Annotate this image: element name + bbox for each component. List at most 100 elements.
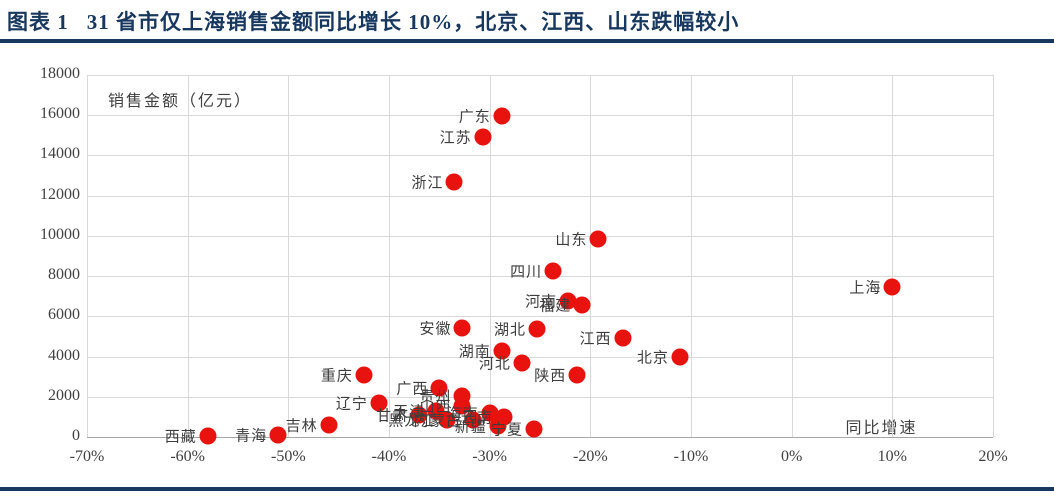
h-gridline [87,356,993,358]
header-divider [0,39,1054,43]
data-point-label: 湖南 [458,344,491,361]
x-axis-tick-label: -10% [673,448,709,465]
data-point [464,411,482,429]
v-gridline [288,75,290,437]
data-point [438,411,456,429]
v-gridline [389,75,390,437]
h-gridline [87,115,993,117]
x-axis-tick-label: -60% [170,448,205,465]
data-point-label: 四川 [510,264,543,281]
data-point [410,406,428,424]
v-gridline [892,75,894,437]
x-axis-tick-label: -40% [371,448,407,465]
x-axis-tick-label: -50% [271,448,306,465]
data-point [320,416,338,434]
data-point [453,319,471,337]
data-point [573,296,591,314]
v-gridline [590,75,592,437]
data-point [883,278,901,296]
data-point-label: 吉林 [285,418,318,435]
data-point-label: 上海 [849,280,882,297]
data-point-label: 重庆 [320,368,353,385]
x-axis-tick-label: -20% [573,448,608,465]
data-point-label: 新疆 [454,419,487,436]
data-point-label: 山西 [419,399,452,416]
y-axis-title: 销售金额（亿元） [108,93,253,110]
v-gridline [87,75,88,437]
h-gridline [87,75,993,76]
y-axis-tick-label: 18000 [40,65,80,83]
data-point [493,342,511,360]
data-point-label: 山东 [555,232,588,249]
data-point-label: 黑龙江 [388,413,437,430]
data-point [493,107,511,125]
data-point-label: 河南 [525,294,558,311]
data-point-label: 江苏 [439,130,472,147]
data-point-label: 甘肃 [376,408,409,425]
data-point-label: 湖北 [493,322,526,339]
x-axis-tick-label: 20% [978,448,1008,465]
x-axis-tick-label: 0% [780,448,803,465]
data-point-label: 广东 [458,109,491,126]
data-point-label: 辽宁 [335,396,368,413]
data-point [544,262,562,280]
y-axis-tick-label: 8000 [48,266,80,284]
y-axis-tick-label: 0 [72,427,80,445]
y-axis-tick-label: 2000 [48,386,80,404]
v-gridline [691,75,692,437]
data-point [568,366,586,384]
data-point [525,420,543,438]
data-point-label: 河北 [478,356,511,373]
data-point [589,230,607,248]
y-axis-tick-label: 14000 [40,145,80,163]
data-point-label: 陕西 [534,368,567,385]
data-point [370,394,388,412]
h-gridline [87,195,993,197]
data-point-label: 贵州 [419,389,452,406]
data-point [481,404,499,422]
data-point [269,426,287,444]
data-point [474,128,492,146]
data-point [199,427,217,445]
data-point-label: 内蒙古 [413,413,462,430]
data-point-label: 浙江 [411,175,444,192]
data-point [559,292,577,310]
footer-divider [0,487,1054,491]
y-axis-tick-label: 4000 [48,346,80,364]
data-point [528,320,546,338]
h-gridline [87,396,993,398]
figure-number: 图表 1 [7,10,69,34]
y-axis-tick-label: 16000 [40,105,80,123]
data-point [445,173,463,191]
x-axis-tick-label: -30% [472,448,507,465]
h-gridline [87,276,993,278]
data-point [355,366,373,384]
data-point-label: 青海 [235,428,268,445]
h-gridline [87,235,993,237]
data-point-label: 广西 [396,381,429,398]
v-gridline [791,75,793,437]
v-gridline [993,75,994,437]
data-point [430,379,448,397]
data-point-label: 安徽 [419,321,452,338]
x-axis-line [87,437,993,438]
data-point-label: 海南 [446,406,479,423]
figure-header: 图表 1 31 省市仅上海销售金额同比增长 10%，北京、江西、山东跌幅较小 [7,6,739,36]
data-point [513,354,531,372]
data-point [671,348,689,366]
data-point-label: 江西 [579,331,612,348]
h-gridline [87,155,993,157]
data-point-label: 北京 [636,350,669,367]
data-point-label: 西藏 [164,429,197,446]
data-point-label: 天津 [393,404,426,421]
data-point-label: 云南 [460,410,493,427]
v-gridline [187,75,189,437]
x-axis-tick-label: 10% [877,448,907,465]
figure-title: 31 省市仅上海销售金额同比增长 10%，北京、江西、山东跌幅较小 [86,10,740,34]
y-axis-tick-label: 12000 [40,185,80,203]
data-point-label: 宁夏 [490,422,523,439]
v-gridline [489,75,491,437]
h-gridline [87,316,993,318]
